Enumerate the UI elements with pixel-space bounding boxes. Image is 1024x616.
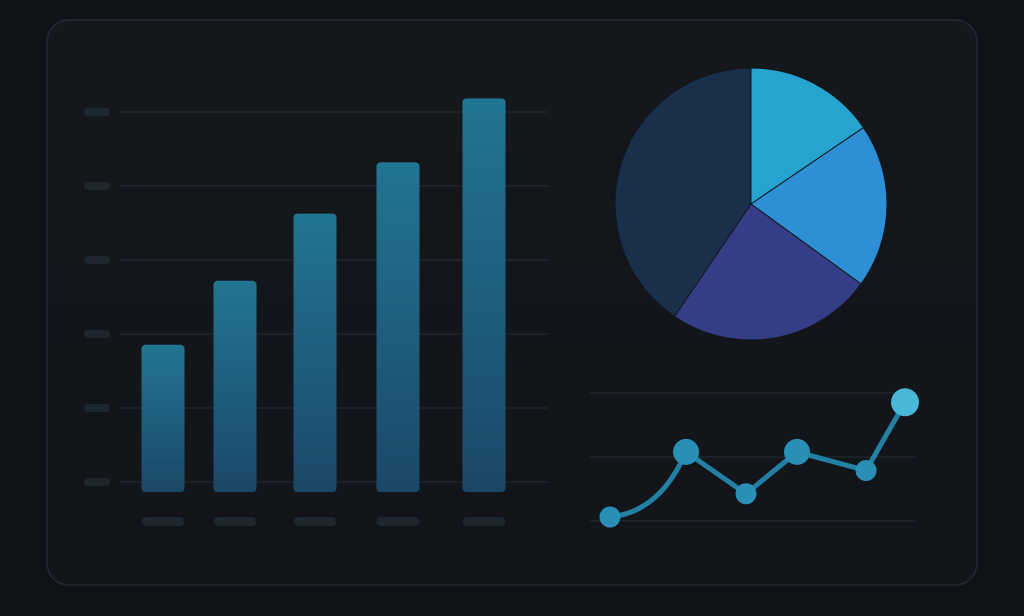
- pie-slice: [750, 126, 888, 285]
- y-tick-placeholder: [84, 256, 110, 264]
- x-tick-placeholder: [293, 517, 337, 526]
- bar: [141, 344, 185, 492]
- y-tick-placeholder: [84, 478, 110, 486]
- bar: [376, 162, 420, 492]
- line-point: [891, 388, 919, 417]
- y-tick-placeholder: [84, 182, 110, 190]
- y-tick-placeholder: [84, 330, 110, 338]
- line-point: [599, 506, 621, 528]
- line-point: [855, 460, 877, 481]
- x-tick-placeholder: [376, 517, 420, 526]
- bar-chart: [84, 98, 548, 526]
- bar: [462, 98, 506, 493]
- pie-slice: [750, 67, 865, 205]
- line-point: [784, 438, 810, 465]
- x-tick-placeholder: [141, 517, 185, 526]
- pie-chart: [614, 67, 888, 341]
- pie-slice: [614, 67, 752, 318]
- x-tick-placeholder: [462, 517, 506, 526]
- line-series: [607, 399, 908, 520]
- line-point: [735, 483, 757, 505]
- bar: [293, 213, 337, 492]
- y-tick-placeholder: [84, 108, 110, 116]
- line-chart: [590, 388, 919, 528]
- x-tick-placeholder: [213, 517, 257, 526]
- y-tick-placeholder: [84, 404, 110, 412]
- pie-slice: [673, 203, 862, 341]
- bar: [213, 280, 257, 492]
- line-point: [673, 438, 699, 465]
